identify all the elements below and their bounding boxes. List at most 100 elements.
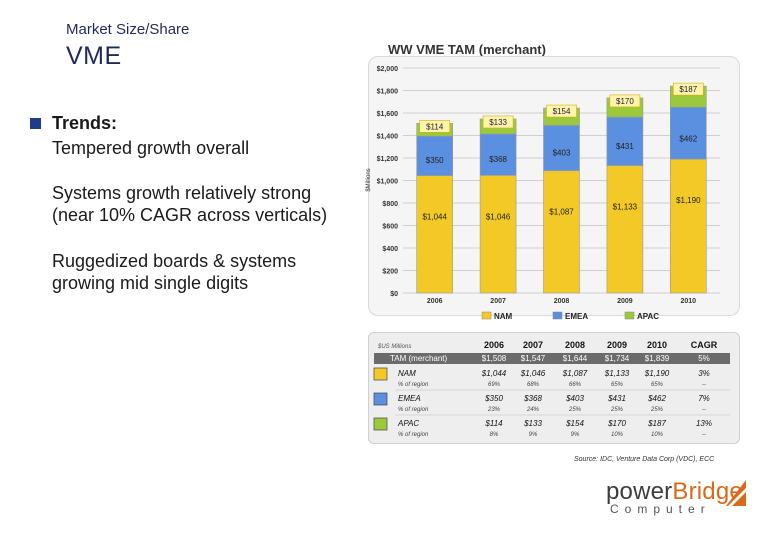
bridge-logo-icon — [726, 480, 746, 506]
legend-label-apac: APAC — [637, 312, 659, 321]
trend-line-2: Systems growth relatively strong — [52, 183, 312, 203]
table-pct-label: % of region — [398, 382, 429, 388]
table-header-2008: 2008 — [565, 340, 585, 350]
table-cell-value: $462 — [647, 394, 666, 403]
y-tick-label: $1,800 — [377, 89, 399, 96]
table-cell-value: $368 — [523, 394, 542, 403]
table-tam-value: $1,508 — [482, 354, 507, 363]
trend-line-4: Ruggedized boards & systems — [52, 251, 297, 271]
table-pct-value: -- — [702, 432, 706, 438]
table-swatch-nam — [373, 367, 388, 381]
legend-swatch-apac — [624, 311, 635, 320]
table-cell-value: $1,087 — [562, 369, 588, 378]
bar-nam — [606, 165, 644, 294]
bar-value-label: $403 — [553, 149, 571, 158]
table-tam-value: $1,734 — [605, 354, 630, 363]
legend-swatch-nam — [481, 311, 492, 320]
bar-value-label: $133 — [489, 118, 507, 127]
table-header-cagr: CAGR — [691, 340, 718, 350]
table-pct-value: 10% — [651, 432, 664, 438]
table-pct-value: 65% — [611, 382, 624, 388]
trend-line-1: Tempered growth overall — [52, 138, 250, 158]
bar-value-label: $431 — [616, 142, 634, 151]
bar-nam — [416, 175, 454, 294]
table-header-2010: 2010 — [647, 340, 667, 350]
legend-label-nam: NAM — [494, 312, 513, 321]
table-pct-label: % of region — [398, 407, 429, 413]
table-pct-value: -- — [702, 407, 706, 413]
table-tam-value: 5% — [698, 354, 710, 363]
table-cell-value: $1,044 — [481, 369, 507, 378]
y-axis-label: $Millions — [366, 168, 372, 191]
table-pct-value: 23% — [487, 407, 501, 413]
bar-emea — [669, 106, 707, 160]
bullet-square-icon — [30, 118, 41, 129]
bar-emea — [606, 116, 644, 166]
trend-line-3: (near 10% CAGR across verticals) — [52, 205, 328, 225]
table-swatch-emea — [373, 392, 388, 406]
table-pct-value: 25% — [568, 407, 582, 413]
table-row-name: NAM — [398, 369, 416, 378]
table-pct-value: 9% — [571, 432, 580, 438]
table-tam-label: TAM (merchant) — [390, 354, 448, 363]
logo-power-text: power — [606, 478, 673, 505]
bar-label-box — [609, 94, 641, 108]
table-tam-value: $1,644 — [563, 354, 588, 363]
bar-nam — [479, 175, 517, 294]
table-pct-value: 9% — [529, 432, 538, 438]
table-cell-value: $431 — [607, 394, 626, 403]
table-pct-value: 10% — [611, 432, 624, 438]
legend-swatch-emea — [552, 311, 563, 320]
table-pct-value: -- — [702, 382, 706, 388]
table-pct-value: 69% — [488, 382, 501, 388]
bar-value-label: $170 — [616, 97, 634, 106]
x-tick-label: 2010 — [681, 298, 697, 305]
bar-value-label: $462 — [679, 134, 697, 143]
bar-value-label: $368 — [489, 155, 507, 164]
table-pct-value: 65% — [651, 382, 664, 388]
table-swatch-apac — [373, 417, 388, 431]
bar-nam — [543, 170, 580, 294]
table-pct-value: 24% — [526, 407, 540, 413]
bar-emea — [416, 135, 454, 176]
bar-value-label: $1,044 — [422, 213, 447, 222]
table-corner-label: $US Millions — [377, 344, 411, 350]
table-cell-value: $1,190 — [644, 369, 670, 378]
y-tick-label: $400 — [382, 246, 398, 253]
bar-label-box — [672, 82, 704, 96]
table-cell-value: $350 — [484, 394, 503, 403]
table-cell-value: 13% — [696, 419, 712, 428]
table-row-name: APAC — [397, 419, 419, 428]
table-pct-value: 25% — [610, 407, 624, 413]
x-tick-label: 2008 — [554, 298, 570, 305]
bar-value-label: $1,087 — [549, 208, 574, 217]
y-tick-label: $800 — [382, 201, 398, 208]
y-tick-label: $0 — [390, 291, 398, 298]
legend-label-emea: EMEA — [565, 312, 588, 321]
table-cell-value: $133 — [523, 419, 542, 428]
y-tick-label: $1,600 — [377, 111, 399, 118]
logo-computer-text: Computer — [610, 502, 711, 516]
trends-heading: Trends: — [52, 113, 118, 133]
table-header-2007: 2007 — [523, 340, 543, 350]
y-tick-label: $1,000 — [377, 179, 399, 186]
table-cell-value: $154 — [565, 419, 584, 428]
table-cell-value: $170 — [607, 419, 626, 428]
powerbridge-logo: powerBridge Computer — [606, 478, 743, 516]
bar-label-box — [482, 115, 514, 129]
y-tick-label: $1,200 — [377, 156, 399, 163]
table-pct-value: 8% — [490, 432, 499, 438]
table-panel — [368, 332, 740, 444]
table-pct-label: % of region — [398, 432, 429, 438]
y-tick-label: $200 — [382, 269, 398, 276]
slide-title: VME — [66, 42, 122, 70]
table-pct-value: 25% — [650, 407, 664, 413]
table-row-name: EMEA — [398, 394, 421, 403]
x-tick-label: 2009 — [617, 298, 633, 305]
table-cell-value: 7% — [698, 394, 710, 403]
bar-nam — [669, 158, 707, 294]
chart-title: WW VME TAM (merchant) — [388, 42, 546, 57]
bar-emea — [543, 125, 580, 172]
slide-subtitle: Market Size/Share — [66, 21, 190, 38]
